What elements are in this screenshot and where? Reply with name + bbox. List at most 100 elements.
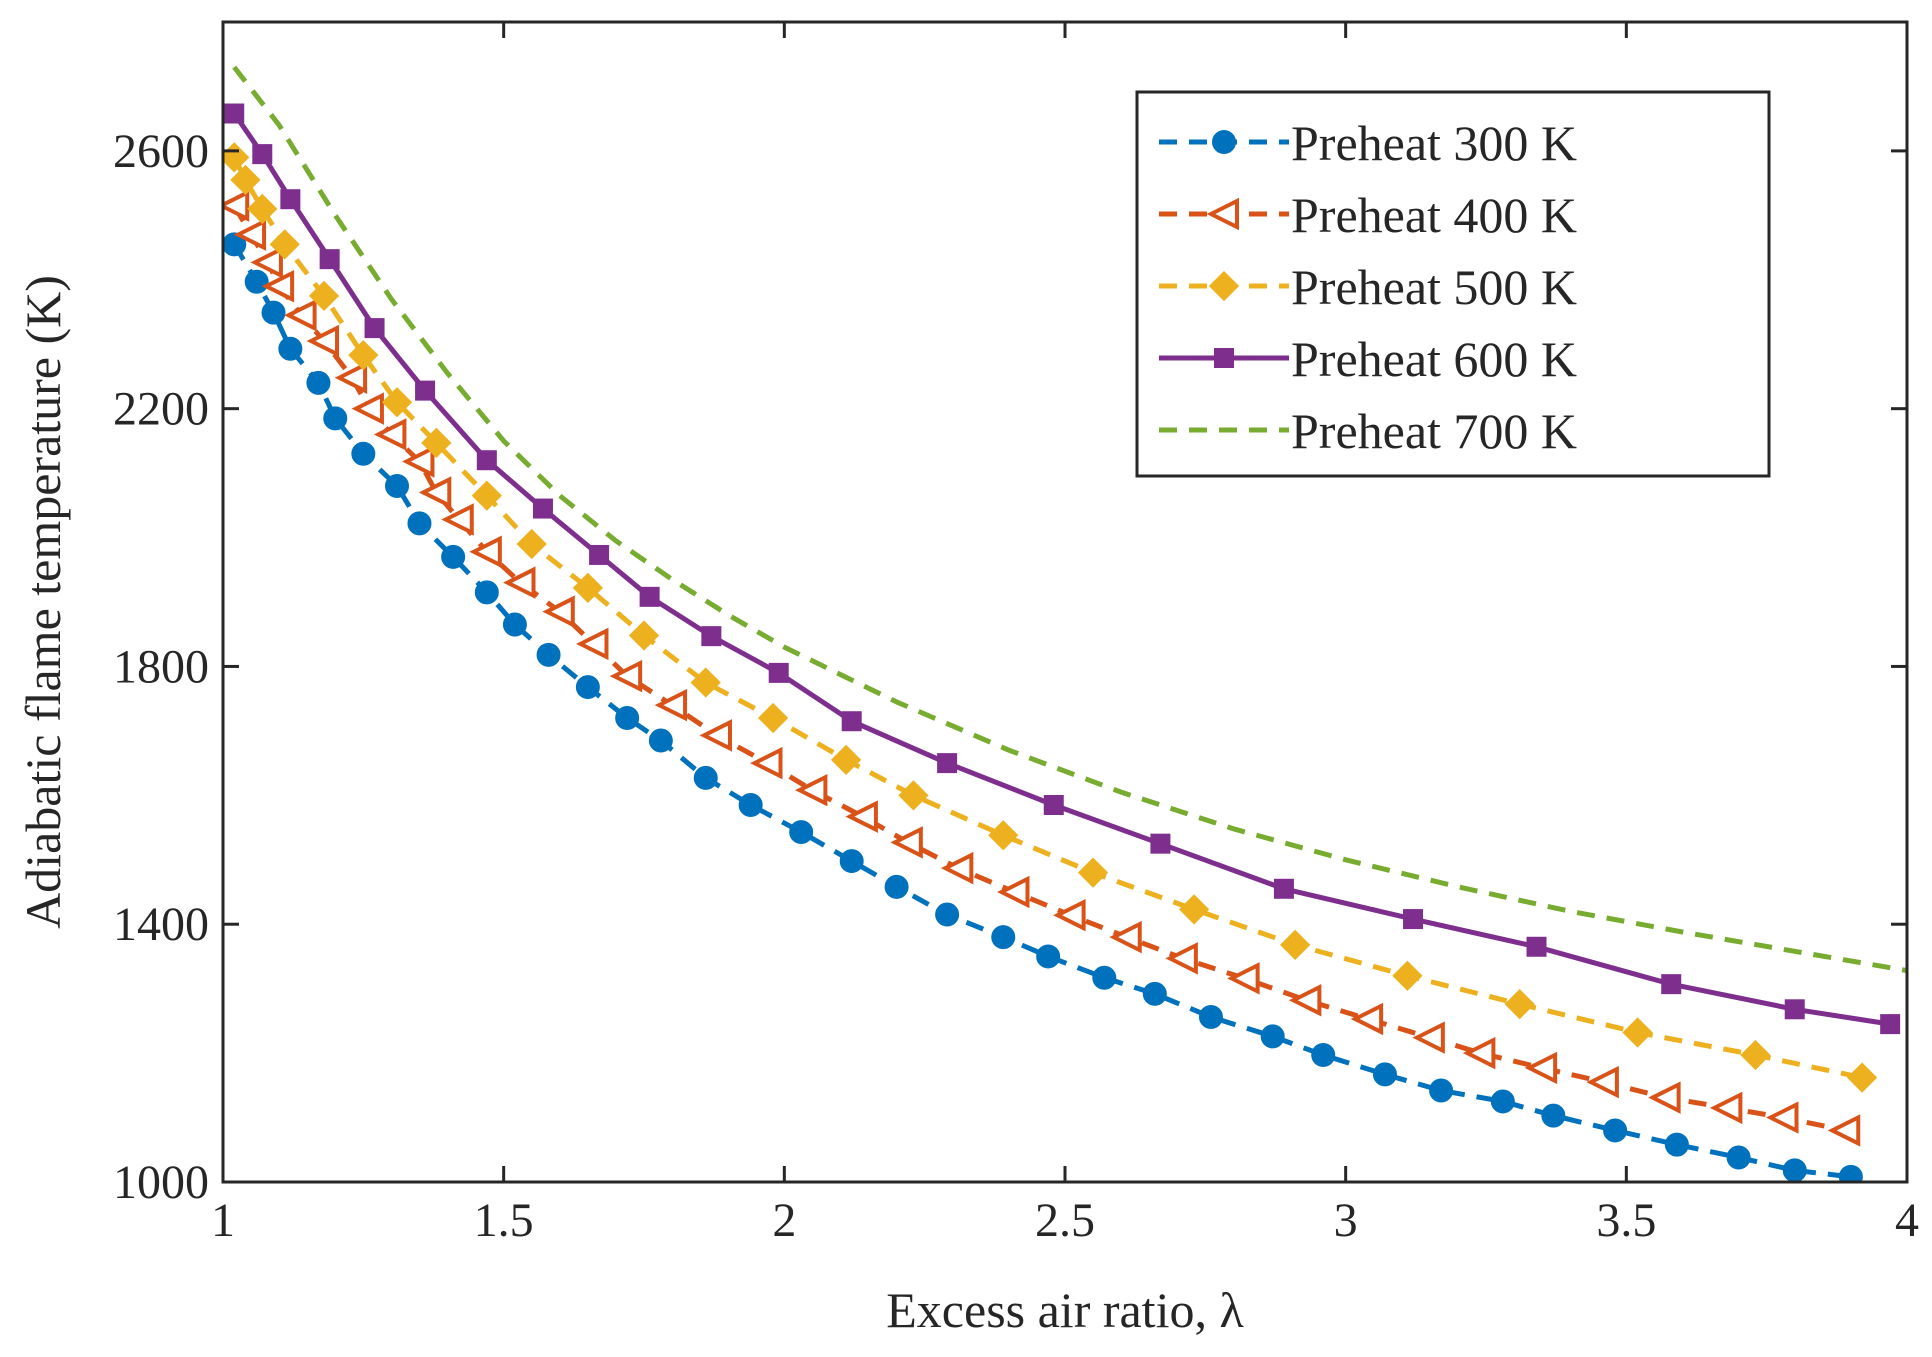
data-point [261,269,295,303]
data-point [937,753,958,774]
data-point [308,280,340,312]
data-point [839,849,864,874]
plot-series [223,65,1907,1182]
data-point [1227,962,1260,995]
data-point [1622,1017,1653,1048]
data-point [768,662,789,683]
x-tick-label: 3 [1334,1194,1358,1247]
data-point [306,370,331,395]
data-point [639,586,660,607]
data-point [323,406,348,431]
data-point [319,249,340,270]
data-point [418,476,452,509]
data-point [1412,1021,1445,1054]
data-point [503,566,536,599]
legend-marker [1214,348,1234,368]
data-point [615,706,640,730]
x-tick-label: 1 [211,1194,235,1247]
data-point [1504,989,1535,1020]
data-point [233,218,267,251]
data-point [1198,1005,1223,1030]
legend-label: Preheat 300 K [1291,115,1577,171]
legend-item: Preheat 300 K [1159,115,1577,171]
data-point [1661,974,1682,995]
data-point [223,189,250,222]
data-point [935,902,960,927]
data-point [654,688,688,722]
data-point [1603,1118,1628,1143]
data-point [348,340,379,371]
data-point [381,387,413,418]
legend-label: Preheat 400 K [1291,187,1577,243]
data-point [576,627,609,661]
data-point [351,441,376,466]
data-point [997,875,1030,909]
data-point [1726,1145,1751,1170]
data-point [738,793,763,817]
data-point [476,450,497,471]
data-point [1092,965,1117,990]
data-point [1838,1164,1863,1182]
y-tick-label: 1400 [113,898,209,951]
data-point [1311,1043,1336,1068]
data-point [609,659,643,693]
data-point [1392,960,1423,991]
x-tick-label: 1.5 [474,1194,534,1247]
x-axis-title: Excess air ratio, λ [886,1282,1243,1338]
data-point [1077,857,1109,888]
axis-ticks: 1 1.5 2 2.5 3 3.5 4 1000 1400 1800 2200 2600 [113,22,1919,1247]
series-4 [224,103,1901,1035]
data-point [278,336,303,361]
data-point [351,392,384,425]
data-point [690,667,721,698]
x-tick-label: 2 [772,1194,796,1247]
legend-item: Preheat 400 K [1159,187,1577,243]
data-point [1766,1101,1799,1134]
legend-marker [1212,130,1236,154]
data-point [401,445,435,478]
data-point [542,595,575,628]
legend-label: Preheat 700 K [1291,403,1577,459]
y-tick-label: 2600 [113,125,209,178]
data-point [884,874,909,899]
data-point [469,535,502,568]
data-point [224,103,245,124]
data-point [441,503,474,536]
data-point [247,193,278,225]
data-point [474,580,499,605]
data-point [991,925,1016,950]
data-point [572,572,603,603]
data-point [1150,833,1171,854]
data-point [244,269,269,294]
data-point [284,298,317,332]
data-point [373,418,407,451]
x-tick-label: 2.5 [1035,1194,1095,1247]
data-point [334,361,368,394]
series-line [232,112,1891,1027]
data-point [841,711,862,732]
data-point [1490,1089,1515,1114]
data-point [701,626,722,647]
data-point [385,474,410,498]
series-2 [223,189,1861,1147]
data-point [364,318,385,339]
data-point [898,780,929,811]
data-point [252,144,273,165]
data-point [1178,894,1210,925]
data-point [1036,944,1061,969]
data-point [789,820,814,845]
data-point [575,675,600,700]
y-tick-label: 1800 [113,640,209,693]
data-point [750,746,783,780]
data-point [757,702,789,734]
data-point [261,300,286,325]
data-point [845,800,878,833]
data-point [1043,795,1064,815]
data-point [699,719,732,752]
data-point [1280,929,1311,960]
data-point [1526,936,1547,957]
legend-label: Preheat 500 K [1291,259,1577,315]
legend-label: Preheat 600 K [1291,331,1577,387]
legend-marker [1206,197,1239,231]
